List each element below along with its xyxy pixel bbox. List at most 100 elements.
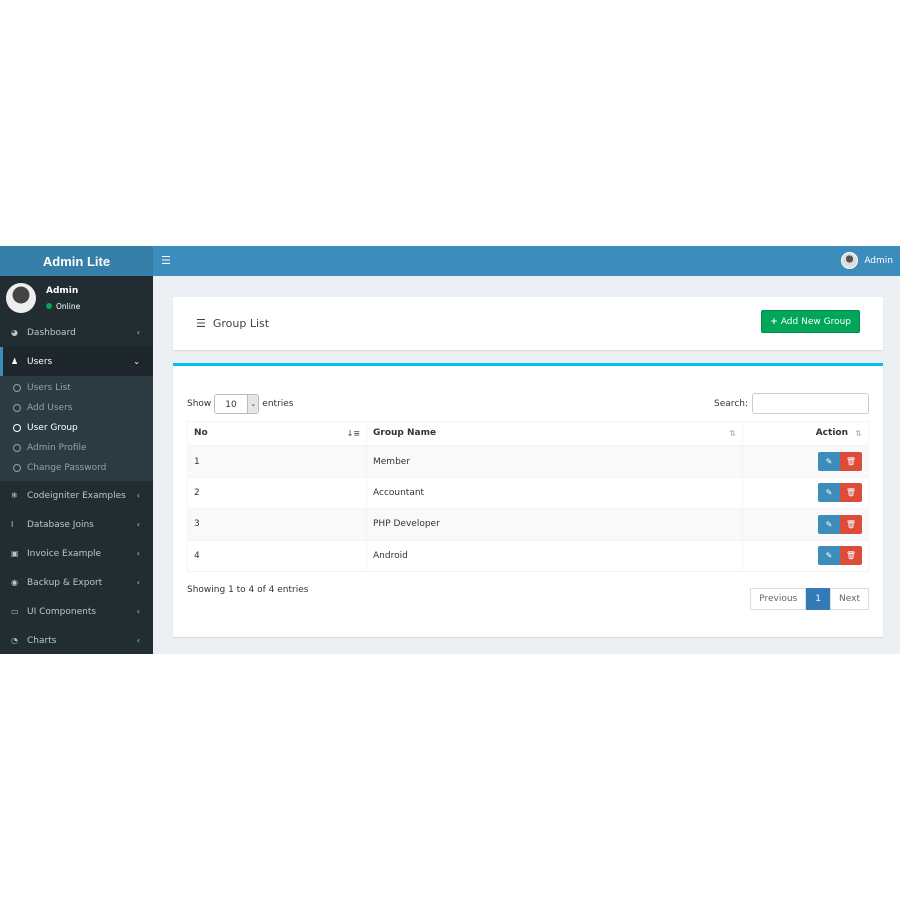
sidebar: Admin Online ◕ Dashboard ‹ ♟ Users ⌄ Users List… xyxy=(0,276,153,654)
cell-group-name: Android xyxy=(366,539,743,572)
cell-no: 2 xyxy=(187,476,367,509)
table-row: 1 Member ✎ 🗑 xyxy=(187,445,869,478)
chevron-left-icon: ‹ xyxy=(136,520,140,529)
sidebar-item-database-joins[interactable]: I Database Joins ‹ xyxy=(0,510,153,539)
cell-action: ✎ 🗑 xyxy=(742,445,869,478)
edit-button[interactable]: ✎ xyxy=(818,546,840,566)
header-text: Action xyxy=(815,428,848,439)
header-group-name[interactable]: Group Name ⇅ xyxy=(366,421,743,447)
sidebar-item-label: Dashboard xyxy=(27,327,76,338)
header-text: Group Name xyxy=(373,428,437,439)
sidebar-item-invoice-example[interactable]: ▣ Invoice Example ‹ xyxy=(0,539,153,568)
chevron-left-icon: ‹ xyxy=(136,578,140,587)
avatar xyxy=(841,252,859,269)
laptop-icon: ▭ xyxy=(11,607,19,616)
cell-no: 4 xyxy=(187,539,367,572)
submenu-item-admin-profile[interactable]: Admin Profile xyxy=(0,438,153,458)
sort-asc-icon: ↓≡ xyxy=(346,429,360,438)
circle-icon xyxy=(13,404,21,412)
submenu-label: Add Users xyxy=(27,403,73,413)
table-row: 2 Accountant ✎ 🗑 xyxy=(187,476,869,509)
table-info: Showing 1 to 4 of 4 entries xyxy=(187,585,309,595)
circle-icon xyxy=(13,464,21,472)
submenu-label: User Group xyxy=(27,423,78,433)
pagination: Previous 1 Next xyxy=(750,588,869,610)
status-text: Online xyxy=(56,302,81,311)
edit-button[interactable]: ✎ xyxy=(818,514,840,534)
sort-icon: ⇅ xyxy=(855,429,862,438)
status: Online xyxy=(46,302,80,311)
entries-select[interactable]: 10 ⌄ xyxy=(214,394,260,414)
sidebar-item-label: UI Components xyxy=(27,606,97,617)
previous-button[interactable]: Previous xyxy=(750,588,807,610)
delete-button[interactable]: 🗑 xyxy=(840,483,862,503)
circle-icon xyxy=(13,384,21,392)
header-no[interactable]: No ↓≡ xyxy=(187,421,367,447)
list-icon: ☰ xyxy=(196,317,206,330)
user-panel: Admin Online xyxy=(0,276,153,318)
cell-action: ✎ 🗑 xyxy=(742,508,869,541)
sidebar-item-backup-export[interactable]: ◉ Backup & Export ‹ xyxy=(0,568,153,597)
search-input[interactable] xyxy=(752,393,869,414)
logo[interactable]: Admin Lite xyxy=(0,246,153,276)
sidebar-item-codeigniter-examples[interactable]: ❄ Codeigniter Examples ‹ xyxy=(0,481,153,510)
sidebar-item-ui-components[interactable]: ▭ UI Components ‹ xyxy=(0,597,153,626)
next-button[interactable]: Next xyxy=(830,588,869,610)
length-control: Show 10 ⌄ entries xyxy=(187,394,294,414)
group-table: No ↓≡ Group Name ⇅ Action ⇅ 1 Member ✎ 🗑 2 Accou… xyxy=(187,421,869,572)
entries-label: entries xyxy=(262,399,294,409)
delete-button[interactable]: 🗑 xyxy=(840,514,862,534)
chevron-left-icon: ‹ xyxy=(136,549,140,558)
plus-icon: + xyxy=(770,316,778,327)
submenu-item-add-users[interactable]: Add Users xyxy=(0,398,153,418)
edit-button[interactable]: ✎ xyxy=(818,483,840,503)
submenu-label: Change Password xyxy=(27,463,107,473)
cell-no: 3 xyxy=(187,508,367,541)
sidebar-item-label: Database Joins xyxy=(27,519,94,530)
chevron-down-icon: ⌄ xyxy=(133,357,140,366)
entries-value: 10 xyxy=(225,400,237,410)
search: Search: xyxy=(714,393,869,414)
money-icon: ▣ xyxy=(11,549,19,558)
pie-chart-icon: ◔ xyxy=(11,636,18,645)
table-row: 4 Android ✎ 🗑 xyxy=(187,539,869,572)
cell-action: ✎ 🗑 xyxy=(742,476,869,509)
user-name: Admin xyxy=(46,286,79,296)
submenu-item-users-list[interactable]: Users List xyxy=(0,378,153,398)
cell-group-name: Member xyxy=(366,445,743,478)
users-submenu: Users List Add Users User Group Admin Profi… xyxy=(0,376,153,481)
sidebar-item-label: Codeigniter Examples xyxy=(27,490,126,501)
submenu-item-change-password[interactable]: Change Password xyxy=(0,458,153,478)
submenu-label: Users List xyxy=(27,383,71,393)
table-row: 3 PHP Developer ✎ 🗑 xyxy=(187,508,869,541)
i-cursor-icon: I xyxy=(11,520,14,529)
edit-button[interactable]: ✎ xyxy=(818,452,840,471)
cell-no: 1 xyxy=(187,445,367,478)
page-1-button[interactable]: 1 xyxy=(806,588,831,610)
sidebar-item-users[interactable]: ♟ Users ⌄ xyxy=(0,347,153,376)
delete-button[interactable]: 🗑 xyxy=(840,546,862,566)
add-label: Add New Group xyxy=(780,316,851,327)
chevron-left-icon: ‹ xyxy=(136,607,140,616)
header-box: ☰ Group List + Add New Group xyxy=(173,297,883,350)
submenu-label: Admin Profile xyxy=(27,443,87,453)
menu-toggle-icon[interactable]: ☰ xyxy=(161,254,171,267)
avatar xyxy=(6,283,36,313)
sidebar-item-charts[interactable]: ◔ Charts ‹ xyxy=(0,626,153,655)
header-action[interactable]: Action ⇅ xyxy=(742,421,869,447)
add-new-group-button[interactable]: + Add New Group xyxy=(761,310,860,333)
delete-button[interactable]: 🗑 xyxy=(840,452,862,471)
sort-icon: ⇅ xyxy=(729,429,736,438)
sidebar-item-label: Invoice Example xyxy=(27,548,102,559)
sidebar-item-dashboard[interactable]: ◕ Dashboard ‹ xyxy=(0,318,153,347)
sidebar-item-label: Backup & Export xyxy=(27,577,103,588)
circle-icon xyxy=(13,424,21,432)
chevron-left-icon: ‹ xyxy=(136,328,140,337)
user-menu[interactable]: Admin xyxy=(841,252,893,269)
chevron-down-icon: ⌄ xyxy=(247,395,259,413)
header-text: No xyxy=(194,428,208,439)
page-title: ☰ Group List xyxy=(196,317,269,330)
submenu-item-user-group[interactable]: User Group xyxy=(0,418,153,438)
page-title-text: Group List xyxy=(212,317,270,330)
chevron-left-icon: ‹ xyxy=(136,491,140,500)
